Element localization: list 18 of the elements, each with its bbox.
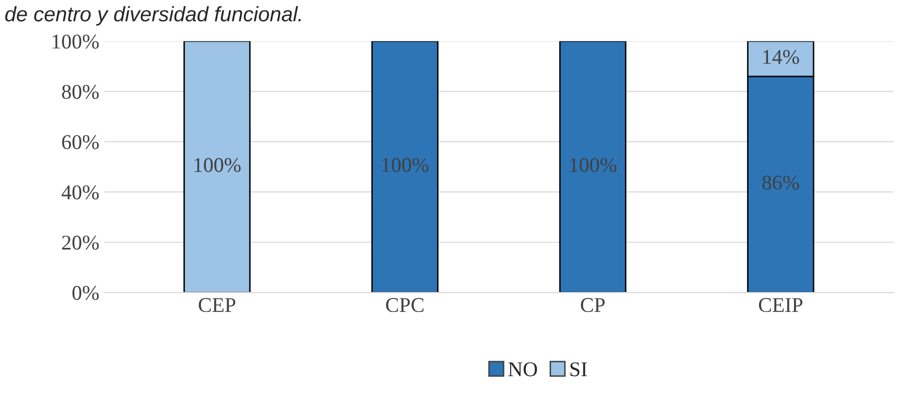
chart-title: de centro y diversidad funcional. [5,6,301,26]
y-tick-label: 100% [52,34,99,49]
y-tick-label: 0% [72,286,99,300]
data-label: 86% [762,176,800,190]
x-tick-label: CEIP [758,298,802,312]
data-label: 100% [194,158,241,172]
x-tick-label: CP [580,298,605,312]
data-label: 100% [570,158,616,172]
x-tick-label: CEP [198,298,236,312]
data-label: 14% [763,50,800,64]
x-tick-label: CPC [386,298,424,312]
legend-label: NO [508,362,537,376]
legend-label: SI [570,362,587,376]
y-tick-label: 60% [62,135,99,150]
data-label: 100% [382,158,429,172]
y-tick-label: 80% [62,84,99,99]
y-tick-label: 40% [62,185,99,200]
y-tick-label: 20% [62,236,99,250]
